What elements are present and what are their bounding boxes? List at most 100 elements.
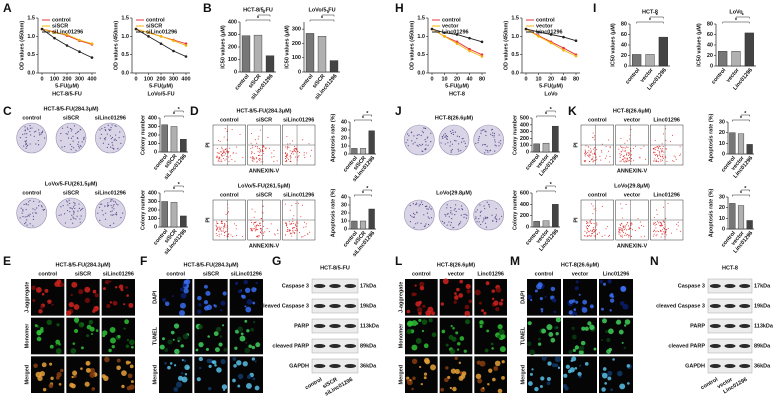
event <box>594 235 596 237</box>
band <box>724 324 736 328</box>
cell <box>584 361 589 366</box>
colony <box>485 226 488 228</box>
cell <box>607 376 612 381</box>
event <box>221 230 223 232</box>
cell <box>458 293 464 298</box>
event <box>625 234 627 236</box>
colony <box>465 213 467 215</box>
size-label: 36kDa <box>360 363 377 369</box>
cell <box>485 281 490 286</box>
colony <box>115 139 117 142</box>
cell <box>234 281 239 285</box>
bar <box>161 124 168 153</box>
band <box>313 364 326 368</box>
cell <box>601 387 606 392</box>
colony <box>72 147 75 149</box>
event <box>620 160 622 162</box>
event <box>253 159 255 161</box>
cell <box>551 298 557 303</box>
event <box>251 160 253 162</box>
event <box>293 222 295 224</box>
cell <box>601 372 608 379</box>
event <box>665 217 667 219</box>
cell <box>555 332 559 336</box>
event <box>221 155 223 157</box>
event <box>291 205 293 207</box>
cell <box>222 388 226 392</box>
colony <box>72 216 74 218</box>
colony <box>117 204 119 206</box>
band <box>313 324 326 328</box>
event <box>655 231 657 233</box>
significance-bracket <box>740 189 750 192</box>
band <box>724 344 736 348</box>
cell <box>479 360 486 367</box>
y-tick-label: 400 <box>520 122 529 128</box>
cell <box>626 382 630 385</box>
micrograph <box>101 279 135 316</box>
event <box>223 232 225 234</box>
colony <box>72 140 74 142</box>
cell <box>36 336 42 342</box>
x-tick-label: 20 <box>548 76 554 82</box>
colony <box>20 207 22 209</box>
event <box>258 159 260 161</box>
colony <box>113 200 115 202</box>
bar <box>305 33 315 73</box>
event <box>589 161 591 163</box>
event <box>251 208 253 210</box>
event <box>228 160 230 162</box>
cell <box>41 362 47 368</box>
event <box>629 159 631 161</box>
cell <box>501 360 505 364</box>
cell <box>92 289 97 294</box>
colony <box>478 218 480 220</box>
event <box>289 233 291 235</box>
cell <box>547 377 551 381</box>
colony <box>106 133 108 135</box>
colony <box>81 208 83 210</box>
cell <box>220 300 226 306</box>
event <box>630 222 632 224</box>
event <box>655 160 657 162</box>
event <box>273 233 275 235</box>
point <box>480 55 484 58</box>
event <box>664 226 666 228</box>
cell <box>498 329 505 336</box>
colony <box>452 227 454 229</box>
colony <box>430 217 433 219</box>
event <box>623 160 625 162</box>
event <box>310 155 312 157</box>
colony <box>407 133 409 135</box>
event <box>286 224 288 226</box>
event <box>226 235 228 237</box>
event <box>228 156 230 158</box>
colony <box>426 137 428 139</box>
cell <box>177 375 183 381</box>
y-tick-label: 600 <box>520 190 529 196</box>
event <box>300 216 302 218</box>
colony <box>493 132 495 134</box>
band <box>724 284 736 288</box>
cell <box>406 378 410 382</box>
y-axis-title: OD values (450nm) <box>503 21 509 71</box>
colony <box>24 216 26 218</box>
colony <box>422 132 424 134</box>
cell <box>59 368 64 373</box>
colony <box>107 204 110 207</box>
cell <box>179 310 185 316</box>
colony <box>27 128 29 131</box>
point <box>172 39 175 43</box>
colony <box>430 141 432 143</box>
cell <box>454 292 457 295</box>
cell <box>415 301 421 307</box>
event <box>235 152 237 154</box>
event <box>264 231 266 233</box>
event <box>585 160 587 162</box>
event <box>273 150 275 152</box>
bar <box>552 125 559 153</box>
cell <box>94 293 99 298</box>
column-label: siSCR <box>203 271 219 277</box>
event <box>289 143 291 145</box>
event <box>654 160 656 162</box>
